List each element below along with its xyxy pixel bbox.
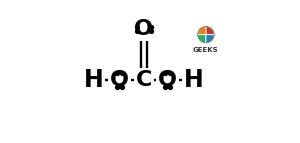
Wedge shape (198, 35, 206, 43)
Wedge shape (206, 26, 214, 35)
Text: H: H (184, 68, 204, 92)
Text: GEEKS: GEEKS (193, 47, 219, 53)
Text: H: H (83, 68, 103, 92)
Wedge shape (198, 26, 206, 35)
Text: O: O (134, 19, 153, 39)
Wedge shape (206, 35, 214, 43)
Text: O: O (158, 70, 177, 90)
Text: C: C (135, 70, 152, 90)
Text: O: O (110, 70, 129, 90)
